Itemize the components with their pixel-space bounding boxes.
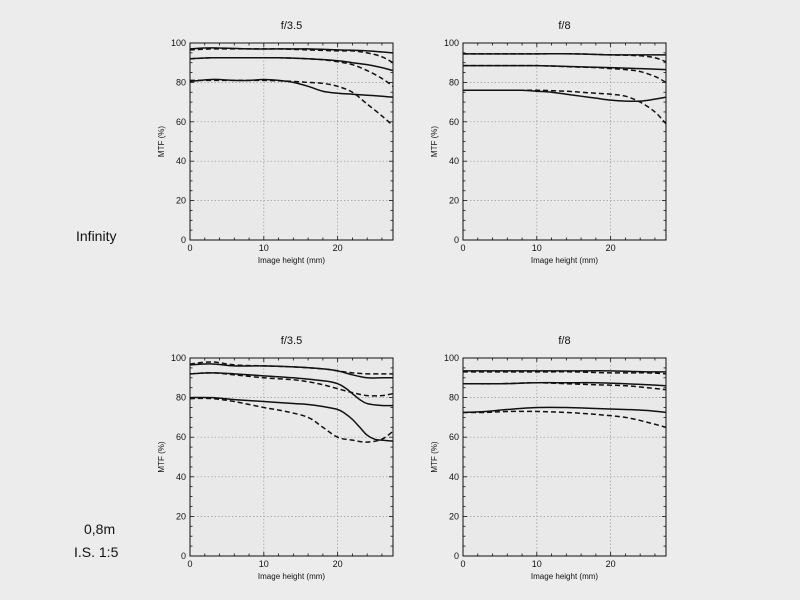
y-tick-label: 0 (454, 551, 459, 561)
mtf-curve-solid (189, 363, 393, 379)
plot-area (463, 358, 666, 556)
mtf-curve-dashed (462, 382, 667, 391)
x-tick-label: 20 (333, 559, 343, 569)
chart-close-f35: 0 10 20 0 20 40 60 80 100 f/3.5 Image height (mm) M… (157, 335, 394, 581)
mtf-curve-dashed (462, 371, 667, 375)
y-tick-label: 20 (176, 196, 186, 206)
mtf-curve-solid (463, 370, 667, 373)
y-tick-label: 60 (176, 432, 186, 442)
y-tick-label: 80 (449, 393, 459, 403)
mtf-curve-dashed (189, 372, 394, 397)
y-axis-label: MTF (%) (430, 126, 439, 157)
chart-title: f/3.5 (281, 335, 302, 347)
y-tick-label: 0 (181, 235, 186, 245)
chart-close-f8: 0 10 20 0 20 40 60 80 100 f/8 Image height (mm) MTF… (430, 335, 667, 581)
y-tick-label: 40 (449, 156, 459, 166)
y-tick-label: 40 (176, 156, 186, 166)
y-tick-label: 20 (449, 196, 459, 206)
mtf-curve-solid (462, 406, 667, 414)
x-tick-label: 0 (460, 559, 465, 569)
y-tick-label: 40 (449, 472, 459, 482)
x-tick-label: 0 (187, 559, 192, 569)
row-label-infinity: Infinity (76, 228, 117, 244)
y-tick-label: 80 (176, 393, 186, 403)
mtf-curve-solid (189, 396, 394, 442)
x-tick-label: 10 (259, 559, 269, 569)
mtf-curve-solid (189, 47, 394, 54)
mtf-curve-solid (189, 78, 394, 98)
y-axis-label: MTF (%) (430, 441, 439, 472)
y-tick-label: 60 (176, 117, 186, 127)
x-tick-label: 0 (460, 243, 465, 253)
mtf-curve-dashed (462, 410, 667, 429)
row-label-focus-distance: 0,8m (84, 521, 116, 537)
y-tick-label: 100 (171, 353, 186, 363)
mtf-curve-dashed (462, 53, 667, 63)
y-axis-label: MTF (%) (157, 441, 166, 472)
y-tick-label: 100 (444, 353, 459, 363)
y-tick-label: 100 (171, 38, 186, 48)
y-tick-label: 100 (444, 38, 459, 48)
plot-area (190, 358, 393, 556)
y-tick-label: 0 (181, 551, 186, 561)
mtf-curve-dashed (462, 89, 667, 125)
x-axis-label: Image height (mm) (531, 572, 598, 581)
x-tick-label: 20 (606, 559, 616, 569)
mtf-curve-dashed (189, 397, 394, 443)
y-tick-label: 60 (449, 432, 459, 442)
y-tick-label: 80 (176, 77, 186, 87)
x-axis-label: Image height (mm) (531, 256, 598, 265)
plot-area (463, 43, 666, 240)
y-tick-label: 40 (176, 472, 186, 482)
y-tick-label: 0 (454, 235, 459, 245)
y-tick-label: 20 (176, 511, 186, 521)
row-label-reproduction-ratio: I.S. 1:5 (74, 544, 119, 560)
plot-area (190, 43, 393, 240)
chart-infinity-f8: 0 10 20 0 20 40 60 80 100 f/8 Image height (mm) MTF… (430, 20, 667, 265)
mtf-curve-solid (189, 372, 394, 407)
mtf-curve-dashed (190, 79, 394, 127)
x-axis-label: Image height (mm) (258, 256, 325, 265)
x-axis-label: Image height (mm) (258, 572, 325, 581)
y-tick-label: 60 (449, 117, 459, 127)
mtf-curve-dashed (189, 56, 394, 87)
x-tick-label: 10 (259, 243, 269, 253)
x-tick-label: 0 (187, 243, 192, 253)
chart-infinity-f35: 0 10 20 0 20 40 60 80 100 f/3.5 Image height (mm) M… (157, 20, 394, 265)
mtf-curve-dashed (463, 64, 667, 84)
x-tick-label: 10 (532, 559, 542, 569)
chart-title: f/8 (558, 20, 570, 32)
y-tick-label: 80 (449, 77, 459, 87)
x-tick-label: 20 (606, 243, 616, 253)
mtf-curve-dashed (189, 48, 394, 64)
chart-title: f/8 (558, 335, 570, 347)
x-tick-label: 10 (532, 243, 542, 253)
y-axis-label: MTF (%) (157, 126, 166, 157)
chart-title: f/3.5 (281, 20, 302, 32)
x-tick-label: 20 (333, 243, 343, 253)
y-tick-label: 20 (449, 511, 459, 521)
